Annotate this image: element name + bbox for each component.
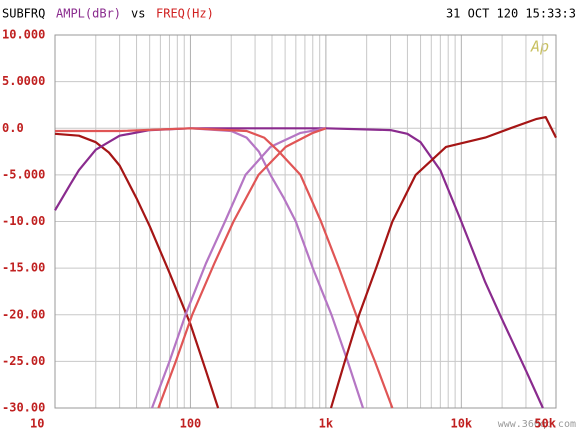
x-tick-label: 10 [30, 417, 44, 431]
watermark: www.360qc.com [498, 419, 576, 430]
y-tick-label: -5.000 [2, 167, 45, 181]
series-line [150, 127, 327, 409]
y-axis-label: AMPL(dBr) [56, 7, 121, 21]
series-line [190, 127, 365, 409]
x-tick-label: 1k [319, 417, 334, 431]
plot-frame [54, 34, 557, 409]
y-tick-label: 0.0 [2, 121, 24, 135]
y-tick-label: -25.00 [2, 354, 45, 368]
y-tick-label: -30.00 [2, 401, 45, 415]
series-line [329, 116, 557, 409]
series-line [54, 127, 544, 409]
y-tick-label: -10.00 [2, 214, 45, 228]
chart-title: SUBFRQ [2, 7, 45, 21]
y-tick-label: 5.0000 [2, 74, 45, 88]
y-tick-label: 10.000 [2, 28, 45, 42]
y-tick-label: -20.00 [2, 307, 45, 321]
y-tick-label: -15.00 [2, 261, 45, 275]
series-line [54, 132, 220, 409]
x-axis-label: FREQ(Hz) [156, 7, 214, 21]
date: 31 OCT 120 15:33:3 [446, 7, 576, 21]
series-line [157, 127, 327, 409]
logo: Ap [530, 38, 549, 56]
series-line [55, 127, 394, 409]
x-tick-label: 100 [180, 417, 202, 431]
x-tick-label: 10k [450, 417, 472, 431]
x-tick-label: 50k [534, 417, 556, 431]
joiner: vs [131, 7, 145, 21]
